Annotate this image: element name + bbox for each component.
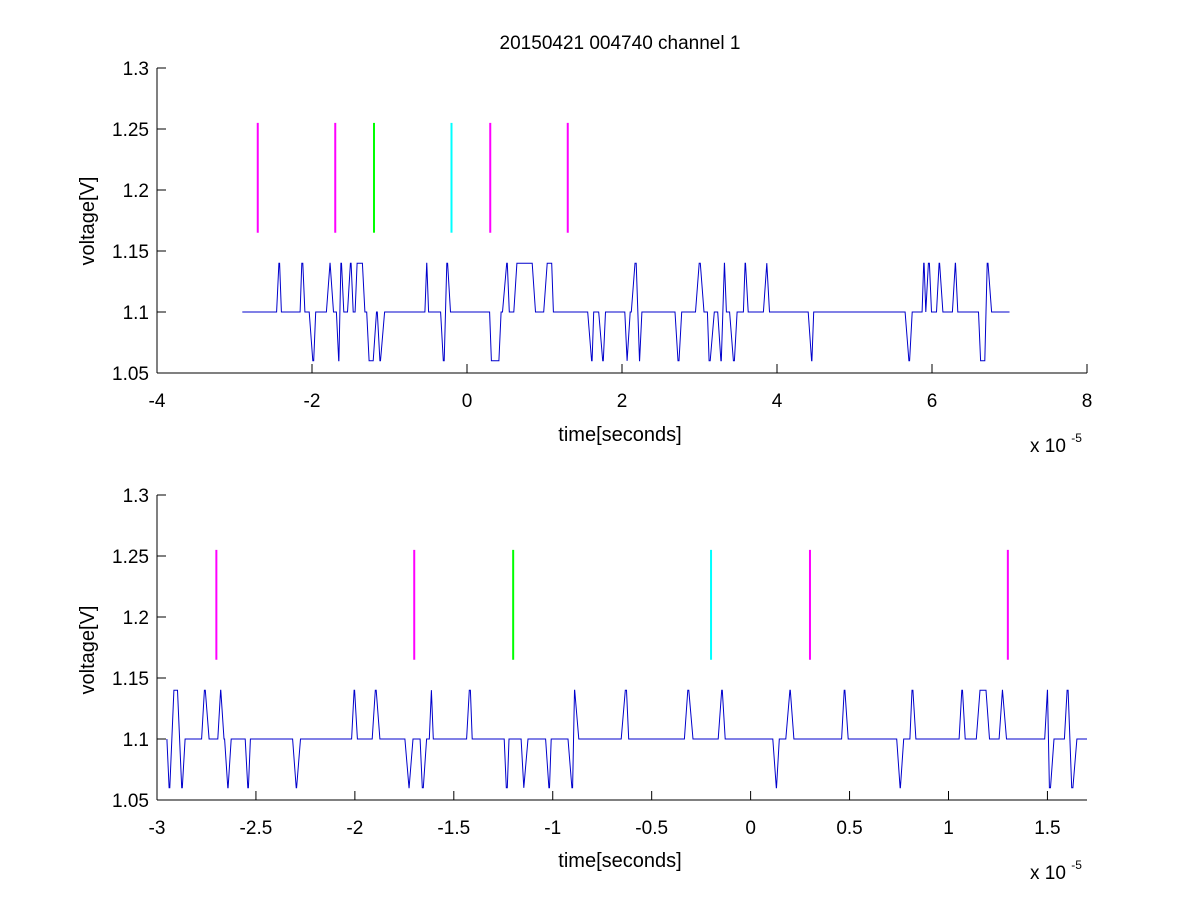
bottom-ticks: -3 -2.5 -2 -1.5 -1 -0.5 0 0.5 1 1.5 1.05 1.1 1.15 1.2… xyxy=(112,486,1061,839)
top-x-tick-label: -4 xyxy=(149,391,166,412)
bottom-x-tick-label: 1.5 xyxy=(1034,818,1060,839)
bottom-x-tick-label: 1 xyxy=(943,818,954,839)
bottom-y-tick-label: 1.15 xyxy=(112,669,149,690)
top-x-tick-label: 2 xyxy=(617,391,628,412)
bottom-y-tick-label: 1.05 xyxy=(112,791,149,812)
bottom-axes xyxy=(156,495,1087,801)
top-x-tick-label: 6 xyxy=(927,391,938,412)
top-y-tick-label: 1.15 xyxy=(112,242,149,263)
top-y-axis-label: voltage[V] xyxy=(77,177,99,266)
top-ticks: -4 -2 0 2 4 6 8 1.05 1.1 1.15 1.2 1.25 1.3 xyxy=(112,59,1092,412)
bottom-y-tick-label: 1.3 xyxy=(123,486,149,507)
top-marker-layer xyxy=(256,122,569,233)
bottom-x-tick-label: -1 xyxy=(544,818,561,839)
bottom-x-tick-label: -2.5 xyxy=(240,818,273,839)
bottom-x-tick-label: -0.5 xyxy=(635,818,668,839)
bottom-x-tick-label: -2 xyxy=(346,818,363,839)
top-subplot: 20150421 004740 channel 1 -4 -2 0 2 4 6 8 1.05 1… xyxy=(77,33,1092,457)
top-y-tick-label: 1.25 xyxy=(112,120,149,141)
top-signal-trace xyxy=(242,262,1010,362)
top-x-exponent: x 10 -5 xyxy=(1030,431,1082,457)
top-x-tick-label: 4 xyxy=(772,391,783,412)
bottom-y-axis-label: voltage[V] xyxy=(77,606,99,695)
top-x-tick-label: 0 xyxy=(462,391,473,412)
top-x-tick-label: 8 xyxy=(1082,391,1093,412)
top-x-exponent-power: -5 xyxy=(1071,431,1082,445)
bottom-x-exponent-power: -5 xyxy=(1071,858,1082,872)
bottom-x-tick-label: 0 xyxy=(745,818,756,839)
bottom-signal-layer xyxy=(166,689,1087,789)
bottom-y-tick-label: 1.2 xyxy=(123,608,149,629)
top-y-tick-label: 1.2 xyxy=(123,181,149,202)
top-y-tick-label: 1.3 xyxy=(123,59,149,80)
bottom-x-tick-label: -3 xyxy=(149,818,166,839)
top-signal-layer xyxy=(242,262,1010,362)
top-y-tick-label: 1.1 xyxy=(123,303,149,324)
bottom-x-exponent: x 10 -5 xyxy=(1030,858,1082,884)
top-x-axis-label: time[seconds] xyxy=(558,424,681,446)
bottom-signal-trace xyxy=(166,689,1087,789)
top-x-tick-label: -2 xyxy=(304,391,321,412)
bottom-x-axis-label: time[seconds] xyxy=(558,850,681,872)
bottom-y-tick-label: 1.1 xyxy=(123,730,149,751)
bottom-x-exponent-base: x 10 xyxy=(1030,863,1066,884)
top-y-tick-label: 1.05 xyxy=(112,364,149,385)
bottom-x-tick-label: 0.5 xyxy=(836,818,862,839)
bottom-subplot: -3 -2.5 -2 -1.5 -1 -0.5 0 0.5 1 1.5 1.05 1.1 1.15 1.2… xyxy=(77,486,1087,884)
top-x-exponent-base: x 10 xyxy=(1030,436,1066,457)
bottom-marker-layer xyxy=(215,549,1009,660)
bottom-x-tick-label: -1.5 xyxy=(437,818,470,839)
bottom-y-tick-label: 1.25 xyxy=(112,547,149,568)
chart-title: 20150421 004740 channel 1 xyxy=(500,33,741,54)
